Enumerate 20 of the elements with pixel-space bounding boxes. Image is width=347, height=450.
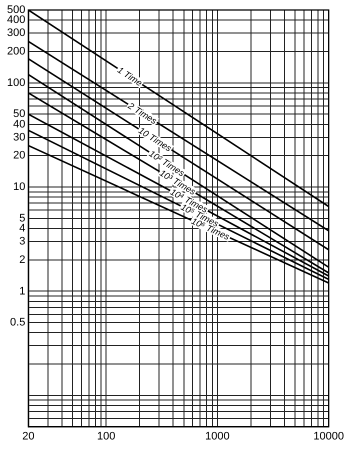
y-tick-label: 0.5 bbox=[10, 316, 26, 329]
y-tick-label: 40 bbox=[13, 118, 26, 130]
y-tick-label: 400 bbox=[6, 14, 26, 26]
y-tick-label: 500 bbox=[6, 4, 26, 16]
y-tick-label: 5 bbox=[19, 212, 26, 224]
y-tick-label: 1 bbox=[19, 285, 26, 298]
y-tick-label: 2 bbox=[19, 254, 26, 266]
y-tick-label: 50 bbox=[13, 108, 26, 120]
x-tick-label: 10000 bbox=[313, 430, 344, 442]
text: 1 Time bbox=[116, 64, 144, 88]
y-tick-label: 100 bbox=[6, 76, 26, 89]
y-tick-label: 20 bbox=[13, 150, 26, 162]
x-tick-label: 1000 bbox=[205, 430, 230, 442]
y-tick-label: 4 bbox=[19, 222, 26, 235]
x-tick-label: 100 bbox=[96, 430, 116, 442]
y-tick-label: 300 bbox=[6, 27, 26, 40]
y-tick-label: 10 bbox=[13, 181, 26, 194]
y-tick-label: 200 bbox=[6, 45, 26, 58]
y-tick-label: 30 bbox=[13, 131, 26, 144]
y-tick-label: 3 bbox=[19, 236, 26, 248]
